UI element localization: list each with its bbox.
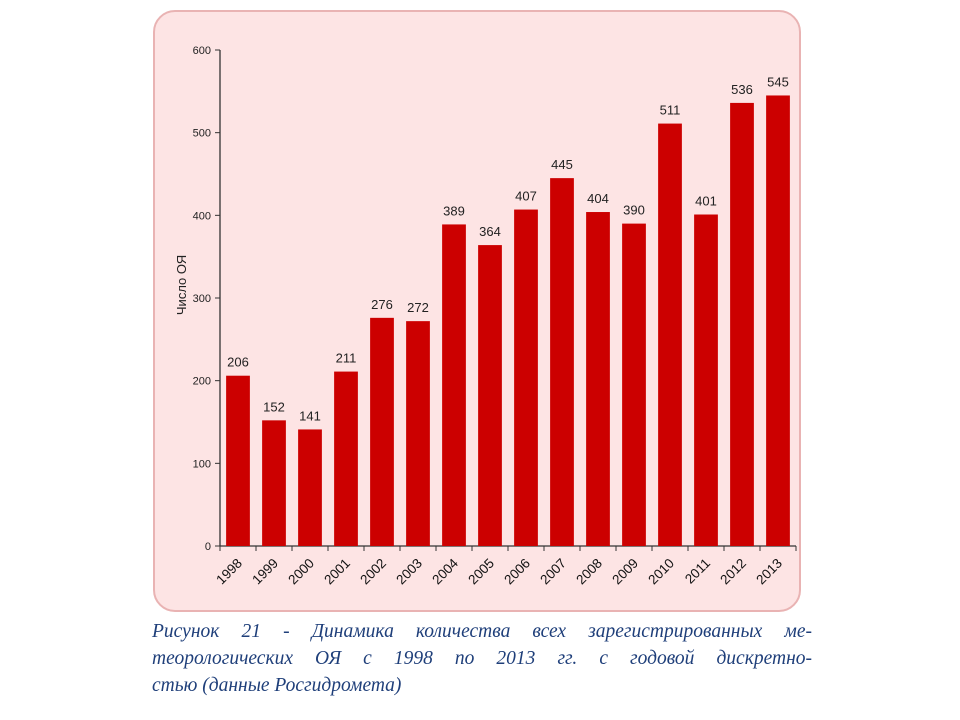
x-tick-label-2003: 2003 [393,556,425,588]
data-label-2007: 445 [551,157,573,172]
data-label-2008: 404 [587,191,609,206]
chart-panel [153,10,801,612]
x-tick-label-1998: 1998 [213,556,245,588]
bar-2004 [442,224,466,546]
x-tick-label-2009: 2009 [609,556,641,588]
bar-2002 [370,317,394,546]
data-label-2000: 141 [299,408,321,423]
chart-bars [226,95,790,547]
bar-2000 [298,429,322,546]
data-label-2012: 536 [731,82,753,97]
x-tick-label-2008: 2008 [573,556,605,588]
y-tick-label: 0 [205,541,211,553]
bar-2013 [766,95,790,546]
x-tick-label-2007: 2007 [537,556,569,588]
data-label-2004: 389 [443,203,465,218]
x-tick-label-2004: 2004 [429,555,461,587]
data-label-2010: 511 [660,103,681,118]
data-label-2003: 272 [407,300,429,315]
x-tick-label-1999: 1999 [249,556,281,588]
bar-2001 [334,371,358,546]
x-tick-label-2011: 2011 [682,556,713,587]
data-label-1999: 152 [263,399,285,414]
x-tick-label-2000: 2000 [285,556,317,588]
x-tick-label-2002: 2002 [357,556,389,588]
bar-2010 [658,123,682,546]
data-label-1998: 206 [227,355,249,370]
data-label-2002: 276 [371,297,393,312]
x-tick-label-2001: 2001 [321,556,353,588]
caption-line-1: Рисунок 21 - Динамика количества всех за… [152,621,812,642]
data-label-2006: 407 [515,189,537,204]
bar-2009 [622,223,646,546]
data-label-2011: 401 [695,194,717,209]
bar-2012 [730,102,754,546]
caption-line-2: теорологических ОЯ с 1998 по 2013 гг. с … [152,648,812,669]
x-tick-label-2012: 2012 [717,556,749,588]
bar-1999 [262,420,286,546]
y-tick-label: 400 [193,210,211,222]
chart-data-labels: 206 152 141 211 276 272 389 364 407 445 404 390 511 4… [227,74,789,423]
bar-2006 [514,209,538,546]
bar-2011 [694,214,718,547]
data-label-2001: 211 [336,351,357,366]
bar-2005 [478,245,502,547]
y-tick-label: 200 [193,376,211,388]
y-tick-label: 300 [193,293,211,305]
y-tick-label: 100 [193,458,211,470]
figure-caption: Рисунок 21 - Динамика количества всех за… [152,618,812,699]
data-label-2009: 390 [623,203,645,218]
x-tick-label-2013: 2013 [753,556,785,588]
bar-2003 [406,321,430,546]
bar-1998 [226,375,250,546]
data-label-2005: 364 [479,224,501,239]
bar-2007 [550,178,574,546]
x-tick-label-2005: 2005 [465,556,497,588]
y-tick-label: 500 [193,128,211,140]
y-axis-label: Число ОЯ [174,255,189,315]
y-tick-label: 600 [193,45,211,57]
data-label-2013: 545 [767,74,789,89]
x-tick-label-2010: 2010 [645,556,677,588]
caption-line-3: стью (данные Росгидромета) [152,675,402,696]
x-tick-label-2006: 2006 [501,556,533,588]
bar-2008 [586,212,610,546]
